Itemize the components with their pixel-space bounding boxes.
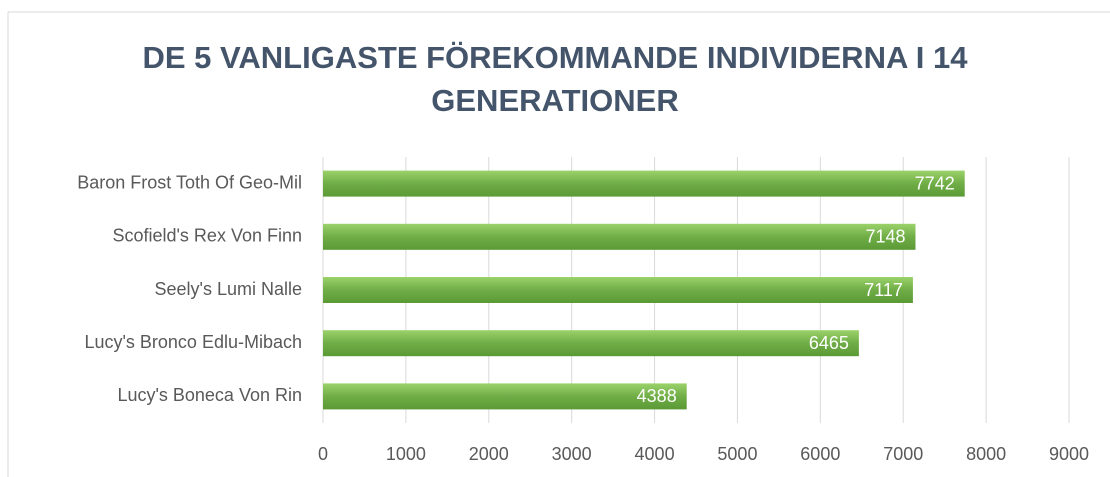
bar (323, 330, 859, 357)
data-label: 7117 (864, 280, 903, 300)
x-tick-label: 6000 (800, 444, 840, 464)
chart-title: DE 5 VANLIGASTE FÖREKOMMANDE INDIVIDERNA… (142, 40, 968, 118)
x-tick-label: 0 (318, 444, 328, 464)
x-tick-label: 3000 (552, 444, 592, 464)
data-label: 7742 (915, 173, 955, 193)
bar (323, 277, 913, 303)
data-label: 6465 (809, 333, 849, 353)
x-tick-label: 7000 (883, 444, 923, 464)
y-tick-label: Seely's Lumi Nalle (155, 279, 303, 299)
bar (323, 383, 687, 410)
bar (323, 223, 916, 250)
data-label: 4388 (637, 386, 677, 406)
x-tick-label: 2000 (469, 444, 509, 464)
y-tick-label: Lucy's Bronco Edlu-Mibach (84, 332, 302, 352)
bar (323, 170, 965, 197)
x-tick-label: 1000 (386, 444, 426, 464)
data-label: 7148 (865, 227, 905, 247)
y-tick-label: Lucy's Boneca Von Rin (117, 385, 302, 405)
y-tick-label: Scofield's Rex Von Finn (112, 226, 302, 246)
x-tick-label: 9000 (1049, 444, 1089, 464)
x-tick-label: 5000 (717, 444, 757, 464)
x-tick-label: 8000 (966, 444, 1006, 464)
x-tick-label: 4000 (635, 444, 675, 464)
y-tick-label: Baron Frost Toth Of Geo-Mil (77, 172, 302, 192)
